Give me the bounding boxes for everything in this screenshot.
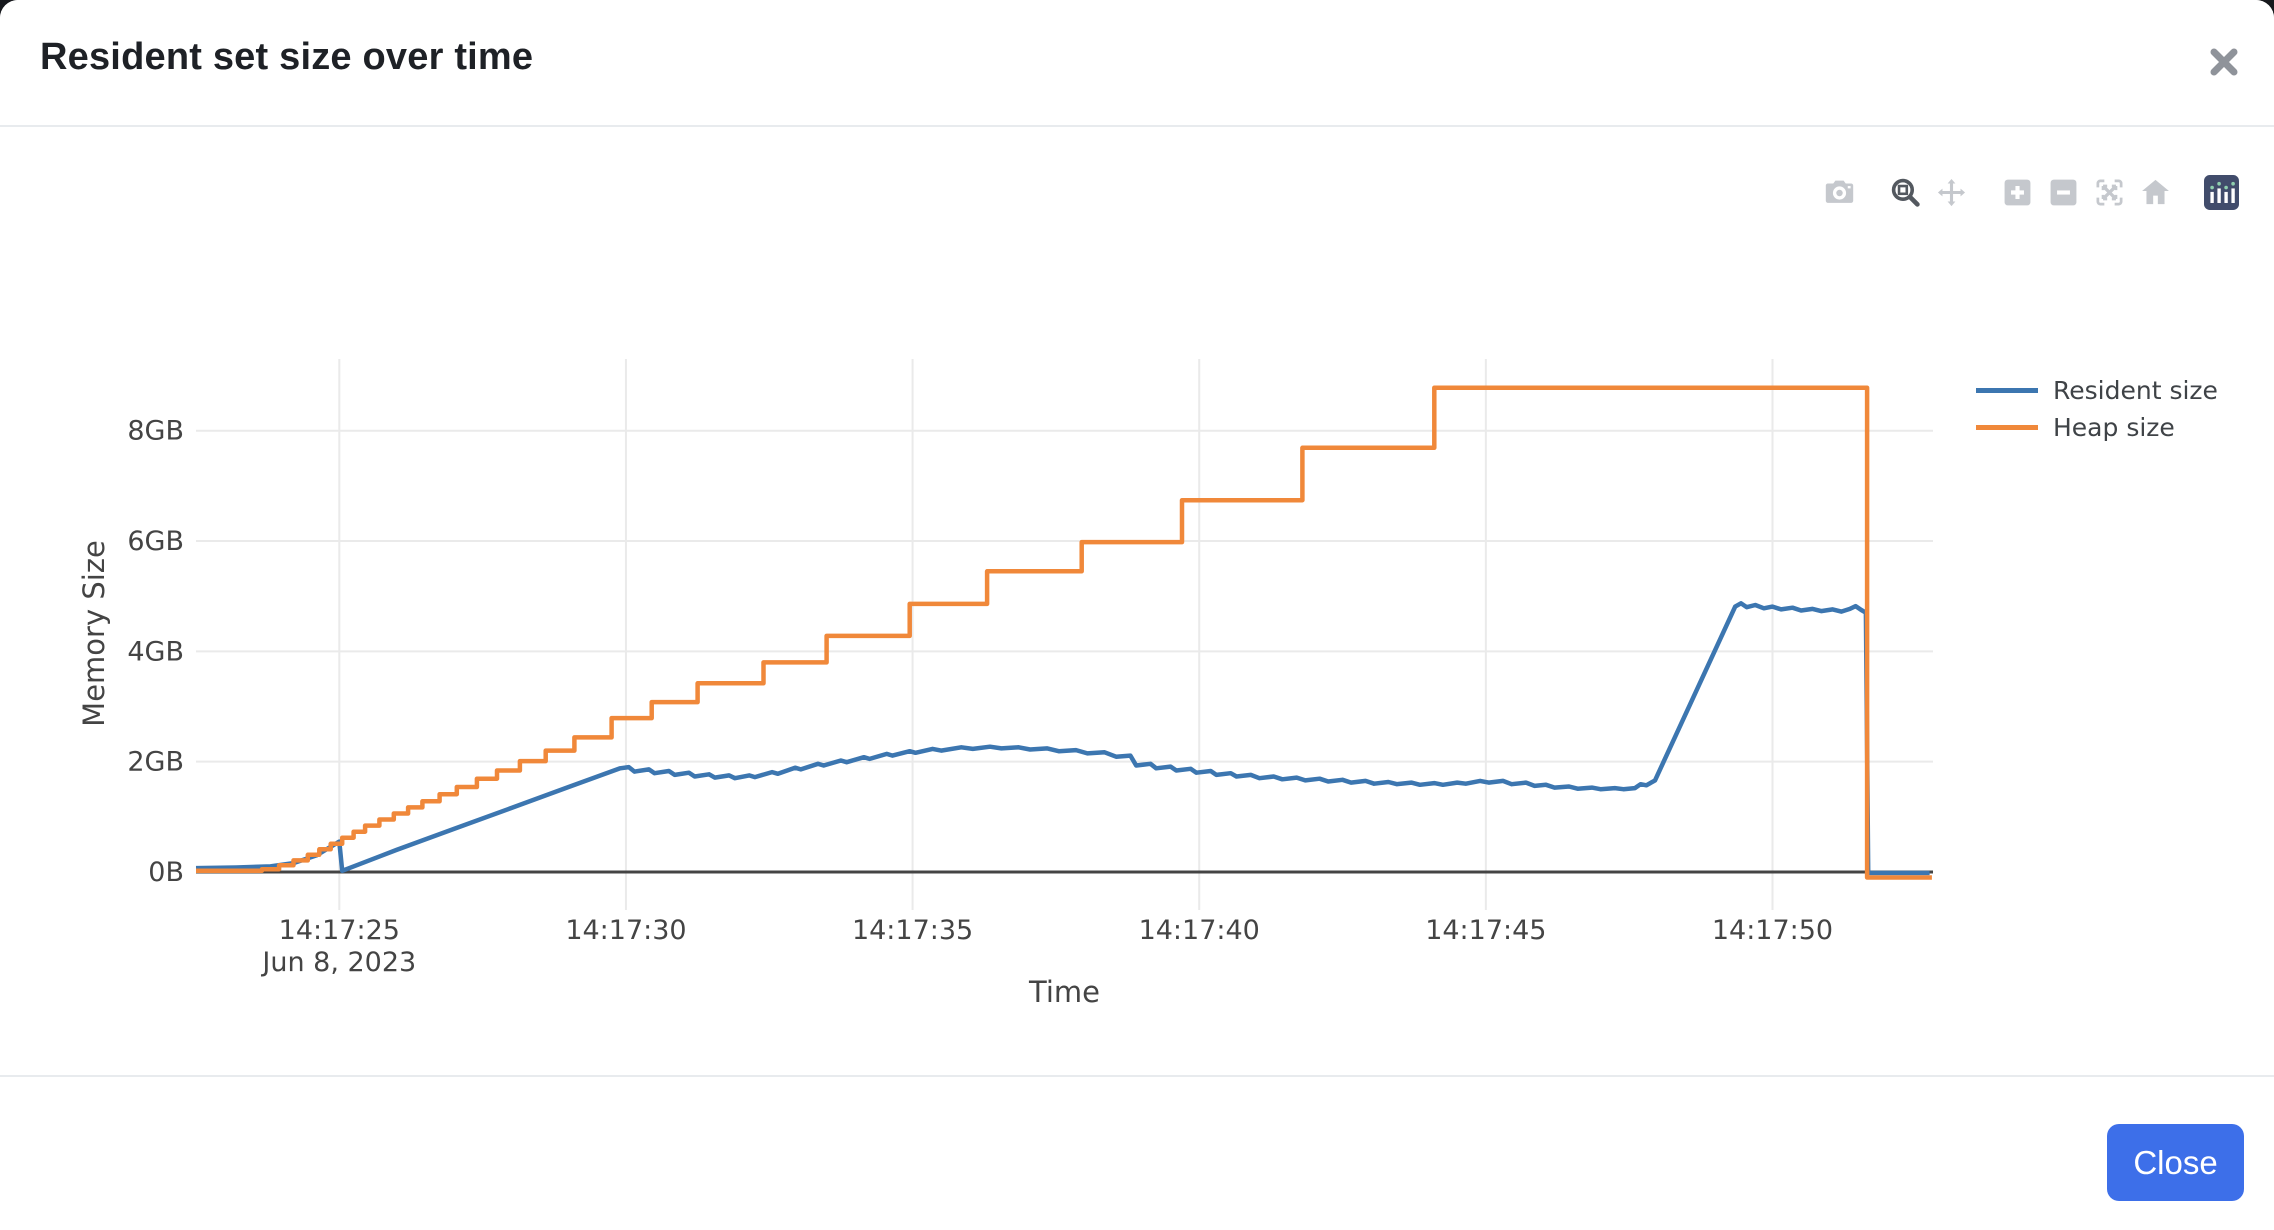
pan-icon[interactable] [1928, 171, 1974, 213]
x-tick-label: 14:17:30 [565, 915, 686, 946]
x-tick-label: 14:17:25 [279, 915, 400, 946]
camera-icon[interactable] [1816, 171, 1862, 213]
modebar-group-dragmode [1882, 171, 1974, 213]
close-x-icon[interactable] [2202, 40, 2246, 84]
resident-size-line [195, 601, 1930, 876]
y-tick-label: 2GB [127, 747, 184, 778]
close-button[interactable]: Close [2107, 1124, 2244, 1201]
box-zoom-icon[interactable] [1882, 171, 1928, 213]
y-tick-label: 8GB [127, 416, 184, 447]
x-tick-label: 14:17:35 [852, 915, 973, 946]
x-tick-label: 14:17:45 [1425, 915, 1546, 946]
x-tick-label: 14:17:40 [1139, 915, 1260, 946]
y-tick-label: 4GB [127, 636, 184, 667]
zoom-out-icon[interactable] [2040, 171, 2086, 213]
legend-label: Heap size [2053, 413, 2175, 442]
plotly-logo-icon[interactable] [2198, 171, 2244, 213]
legend-line-swatch [1976, 425, 2038, 430]
modebar-group-logo [2198, 171, 2244, 213]
chart-area: 0B 2GB 4GB 6GB 8GB 14:17:25 Jun 8, 2023 14:17:3… [0, 127, 2274, 1075]
autoscale-icon[interactable] [2086, 171, 2132, 213]
y-tick-label: 0B [148, 857, 184, 888]
legend-line-swatch [1976, 388, 2038, 393]
modebar-group-export [1816, 171, 1862, 213]
y-axis-title: Memory Size [77, 540, 111, 727]
modebar-group-zoom [1994, 171, 2178, 213]
heap-size-line [196, 385, 1932, 880]
x-tick-label: 14:17:50 [1712, 915, 1833, 946]
zoom-in-icon[interactable] [1994, 171, 2040, 213]
home-icon[interactable] [2132, 171, 2178, 213]
modal-header: Resident set size over time [0, 0, 2274, 127]
legend-item-resident-size[interactable]: Resident size [1976, 372, 2218, 409]
plotly-modebar [1816, 171, 2244, 213]
modal-title: Resident set size over time [40, 36, 534, 78]
legend-item-heap-size[interactable]: Heap size [1976, 409, 2218, 446]
x-tick-sublabel: Jun 8, 2023 [260, 947, 416, 978]
legend-label: Resident size [2053, 376, 2218, 405]
modal-footer: Close [0, 1075, 2274, 1230]
y-tick-label: 6GB [127, 526, 184, 557]
chart-legend: Resident size Heap size [1976, 372, 2218, 446]
close-x-glyph [2210, 48, 2238, 76]
x-axis-title: Time [1028, 975, 1100, 1009]
